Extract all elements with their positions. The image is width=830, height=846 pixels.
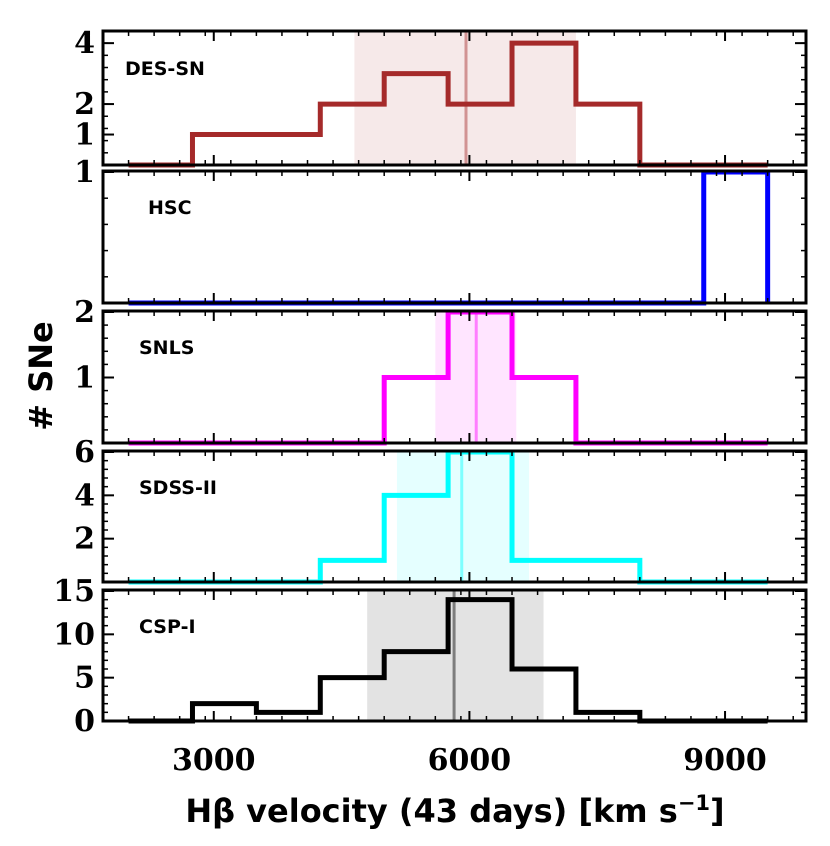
x-tick-label: 3000 bbox=[172, 743, 256, 778]
x-axis-label: Hβ velocity (43 days) [km s−1] bbox=[185, 791, 724, 830]
panel-hsc: HSC 1 bbox=[74, 155, 808, 306]
histogram-steps bbox=[128, 597, 768, 724]
panel-frame bbox=[101, 588, 808, 723]
y-tick-label: 1 bbox=[74, 361, 95, 396]
panel-label: SDSS-II bbox=[139, 477, 217, 499]
panel-des-sn: DES-SN 12 4 bbox=[74, 26, 808, 168]
panel-label: HSC bbox=[148, 197, 192, 219]
y-axis-label: # SNe bbox=[22, 321, 60, 430]
histogram-bin bbox=[512, 378, 576, 444]
y-tick-label: 1 bbox=[74, 155, 95, 190]
y-tick-label: 0 bbox=[74, 704, 95, 739]
panel-sdss-ii: SDSS-II 2 4 6 bbox=[74, 435, 808, 585]
y-tick-label: 2 bbox=[74, 87, 95, 122]
panel-snls: SNLS 1 2 bbox=[74, 295, 808, 446]
panel-csp-i: CSP-I 0 5 10 15 bbox=[53, 574, 808, 739]
histogram-bin bbox=[192, 704, 256, 721]
x-axis: 3000 6000 9000 bbox=[172, 743, 767, 778]
x-tick-label: 9000 bbox=[683, 743, 767, 778]
y-tick-label: 15 bbox=[53, 574, 95, 609]
histogram-bin bbox=[704, 172, 768, 303]
y-tick-label: 10 bbox=[53, 617, 95, 652]
panel-label: SNLS bbox=[139, 337, 194, 359]
histogram-steps bbox=[128, 40, 768, 168]
histogram-bin bbox=[192, 135, 256, 165]
panel-frame bbox=[101, 449, 808, 584]
y-tick-label: 4 bbox=[74, 26, 95, 61]
y-tick-label: 5 bbox=[74, 661, 95, 696]
panel-label: DES-SN bbox=[125, 58, 205, 80]
histogram-bin bbox=[320, 560, 384, 582]
uncertainty-band bbox=[396, 452, 530, 582]
y-tick-label: 2 bbox=[74, 295, 95, 330]
panel-label: CSP-I bbox=[139, 616, 196, 638]
panel-frame bbox=[101, 169, 808, 305]
uncertainty-band bbox=[354, 32, 576, 165]
y-tick-label: 4 bbox=[74, 478, 95, 513]
panel-frame bbox=[101, 29, 808, 167]
y-tick-label: 6 bbox=[74, 435, 95, 470]
histogram-bin bbox=[576, 560, 640, 582]
histogram-bin bbox=[576, 104, 640, 165]
y-tick-label: 1 bbox=[74, 118, 95, 153]
histogram-steps bbox=[128, 169, 771, 306]
y-tick-label: 2 bbox=[74, 522, 95, 557]
x-tick-label: 6000 bbox=[428, 743, 512, 778]
histogram-bin bbox=[256, 135, 320, 165]
